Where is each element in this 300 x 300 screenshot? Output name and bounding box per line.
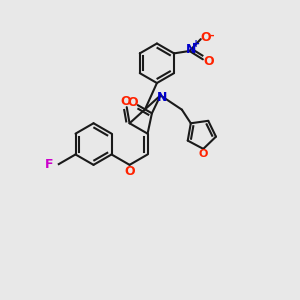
Text: O: O: [128, 96, 138, 109]
Text: O: O: [121, 95, 131, 108]
Text: O: O: [201, 32, 212, 44]
Text: +: +: [192, 40, 200, 50]
Text: O: O: [199, 149, 208, 159]
Text: N: N: [157, 91, 167, 104]
Text: -: -: [210, 31, 214, 41]
Text: O: O: [203, 55, 214, 68]
Text: F: F: [45, 158, 53, 171]
Text: N: N: [185, 43, 196, 56]
Text: O: O: [124, 165, 135, 178]
